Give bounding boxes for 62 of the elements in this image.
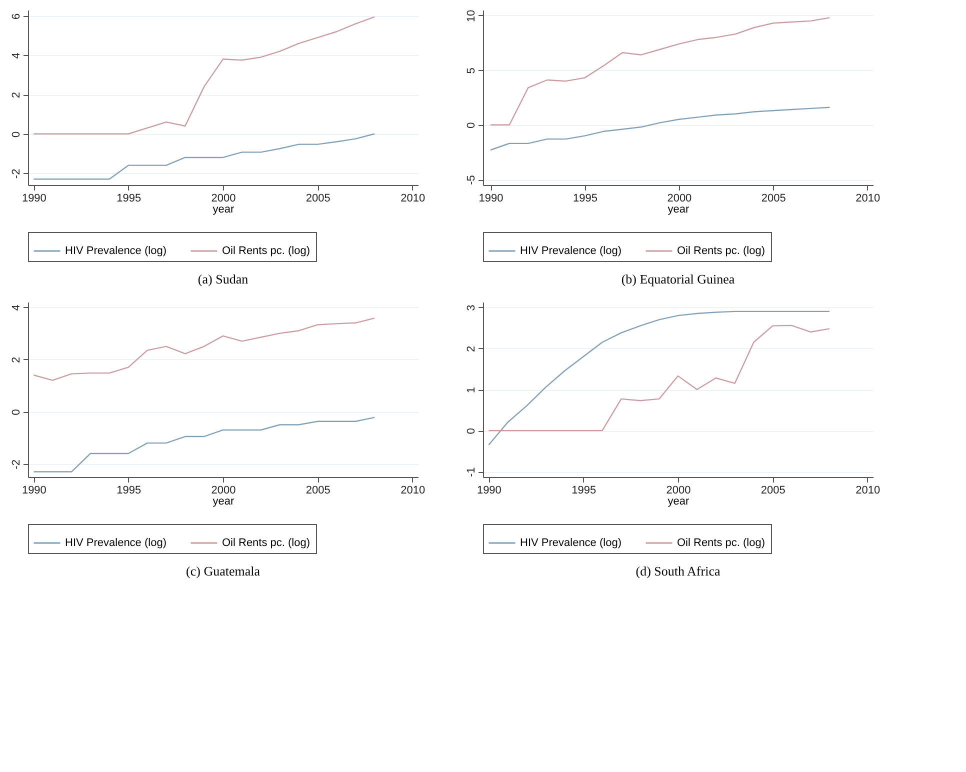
x-axis-title: year <box>668 496 690 508</box>
x-tick-label: 2010 <box>856 192 880 204</box>
y-tick-label: 2 <box>466 346 478 352</box>
x-tick-label: 2000 <box>667 192 692 204</box>
x-tick-label: 2000 <box>211 484 236 496</box>
y-tick-label: 5 <box>466 68 478 74</box>
text: (d) South Africa <box>636 564 720 578</box>
legend-label: HIV Prevalence (log) <box>65 245 166 257</box>
text: (c) Guatemala <box>186 564 260 578</box>
x-tick-label: 2005 <box>306 192 330 204</box>
x-tick-label: 2010 <box>400 192 426 204</box>
line-series <box>490 17 830 126</box>
legend-label: HIV Prevalence (log) <box>520 537 622 549</box>
text: (b) Equatorial Guinea <box>621 272 735 286</box>
y-tick-label: -2 <box>10 460 22 470</box>
x-tick-label: 2000 <box>666 484 691 496</box>
legend-label: HIV Prevalence (log) <box>65 537 166 549</box>
y-tick-label: 2 <box>10 92 22 98</box>
y-tick-label: 0 <box>466 122 478 128</box>
legend-label: HIV Prevalence (log) <box>520 245 622 257</box>
x-tick-label: 2000 <box>211 192 236 204</box>
line-series <box>33 16 376 134</box>
x-tick-label: 1995 <box>572 192 598 204</box>
y-tick-label: -2 <box>10 168 22 179</box>
y-tick-label: 0 <box>466 428 478 434</box>
y-tick-label: -1 <box>466 467 478 478</box>
line-series <box>33 318 376 381</box>
x-tick-label: 1990 <box>22 484 46 496</box>
y-tick-label: 3 <box>466 304 478 311</box>
y-tick-label: 6 <box>10 13 22 20</box>
y-tick-label: -5 <box>466 175 478 185</box>
line-series <box>33 416 376 472</box>
x-tick-label: 1990 <box>22 192 46 204</box>
x-axis-title: year <box>212 204 235 216</box>
legend-label: Oil Rents pc. (log) <box>677 245 766 257</box>
x-axis-title: year <box>668 204 690 216</box>
legend-label: Oil Rents pc. (log) <box>677 537 766 549</box>
x-tick-label: 1990 <box>478 192 504 204</box>
x-tick-label: 2010 <box>856 484 880 496</box>
y-tick-label: 0 <box>10 409 22 416</box>
x-tick-label: 2005 <box>761 192 786 204</box>
y-tick-label: 1 <box>466 386 478 394</box>
line-series <box>33 133 376 180</box>
x-tick-label: 2010 <box>400 484 426 496</box>
line-series <box>490 106 830 151</box>
y-tick-label: 0 <box>10 131 22 138</box>
x-tick-label: 1995 <box>572 484 596 496</box>
legend-label: Oil Rents pc. (log) <box>222 537 310 549</box>
x-tick-label: 2005 <box>760 484 786 496</box>
y-tick-label: 10 <box>466 10 478 22</box>
x-tick-label: 1995 <box>116 484 142 496</box>
y-tick-label: 2 <box>10 356 22 364</box>
legend-label: Oil Rents pc. (log) <box>222 245 310 257</box>
line-series <box>488 324 830 432</box>
x-tick-label: 1990 <box>476 484 502 496</box>
text: (a) Sudan <box>198 272 249 286</box>
y-tick-label: 4 <box>10 304 22 311</box>
x-axis-title: year <box>212 496 235 508</box>
x-tick-label: 1995 <box>116 192 142 204</box>
line-series <box>488 310 830 446</box>
y-tick-label: 4 <box>10 52 22 59</box>
x-tick-label: 2005 <box>306 484 330 496</box>
